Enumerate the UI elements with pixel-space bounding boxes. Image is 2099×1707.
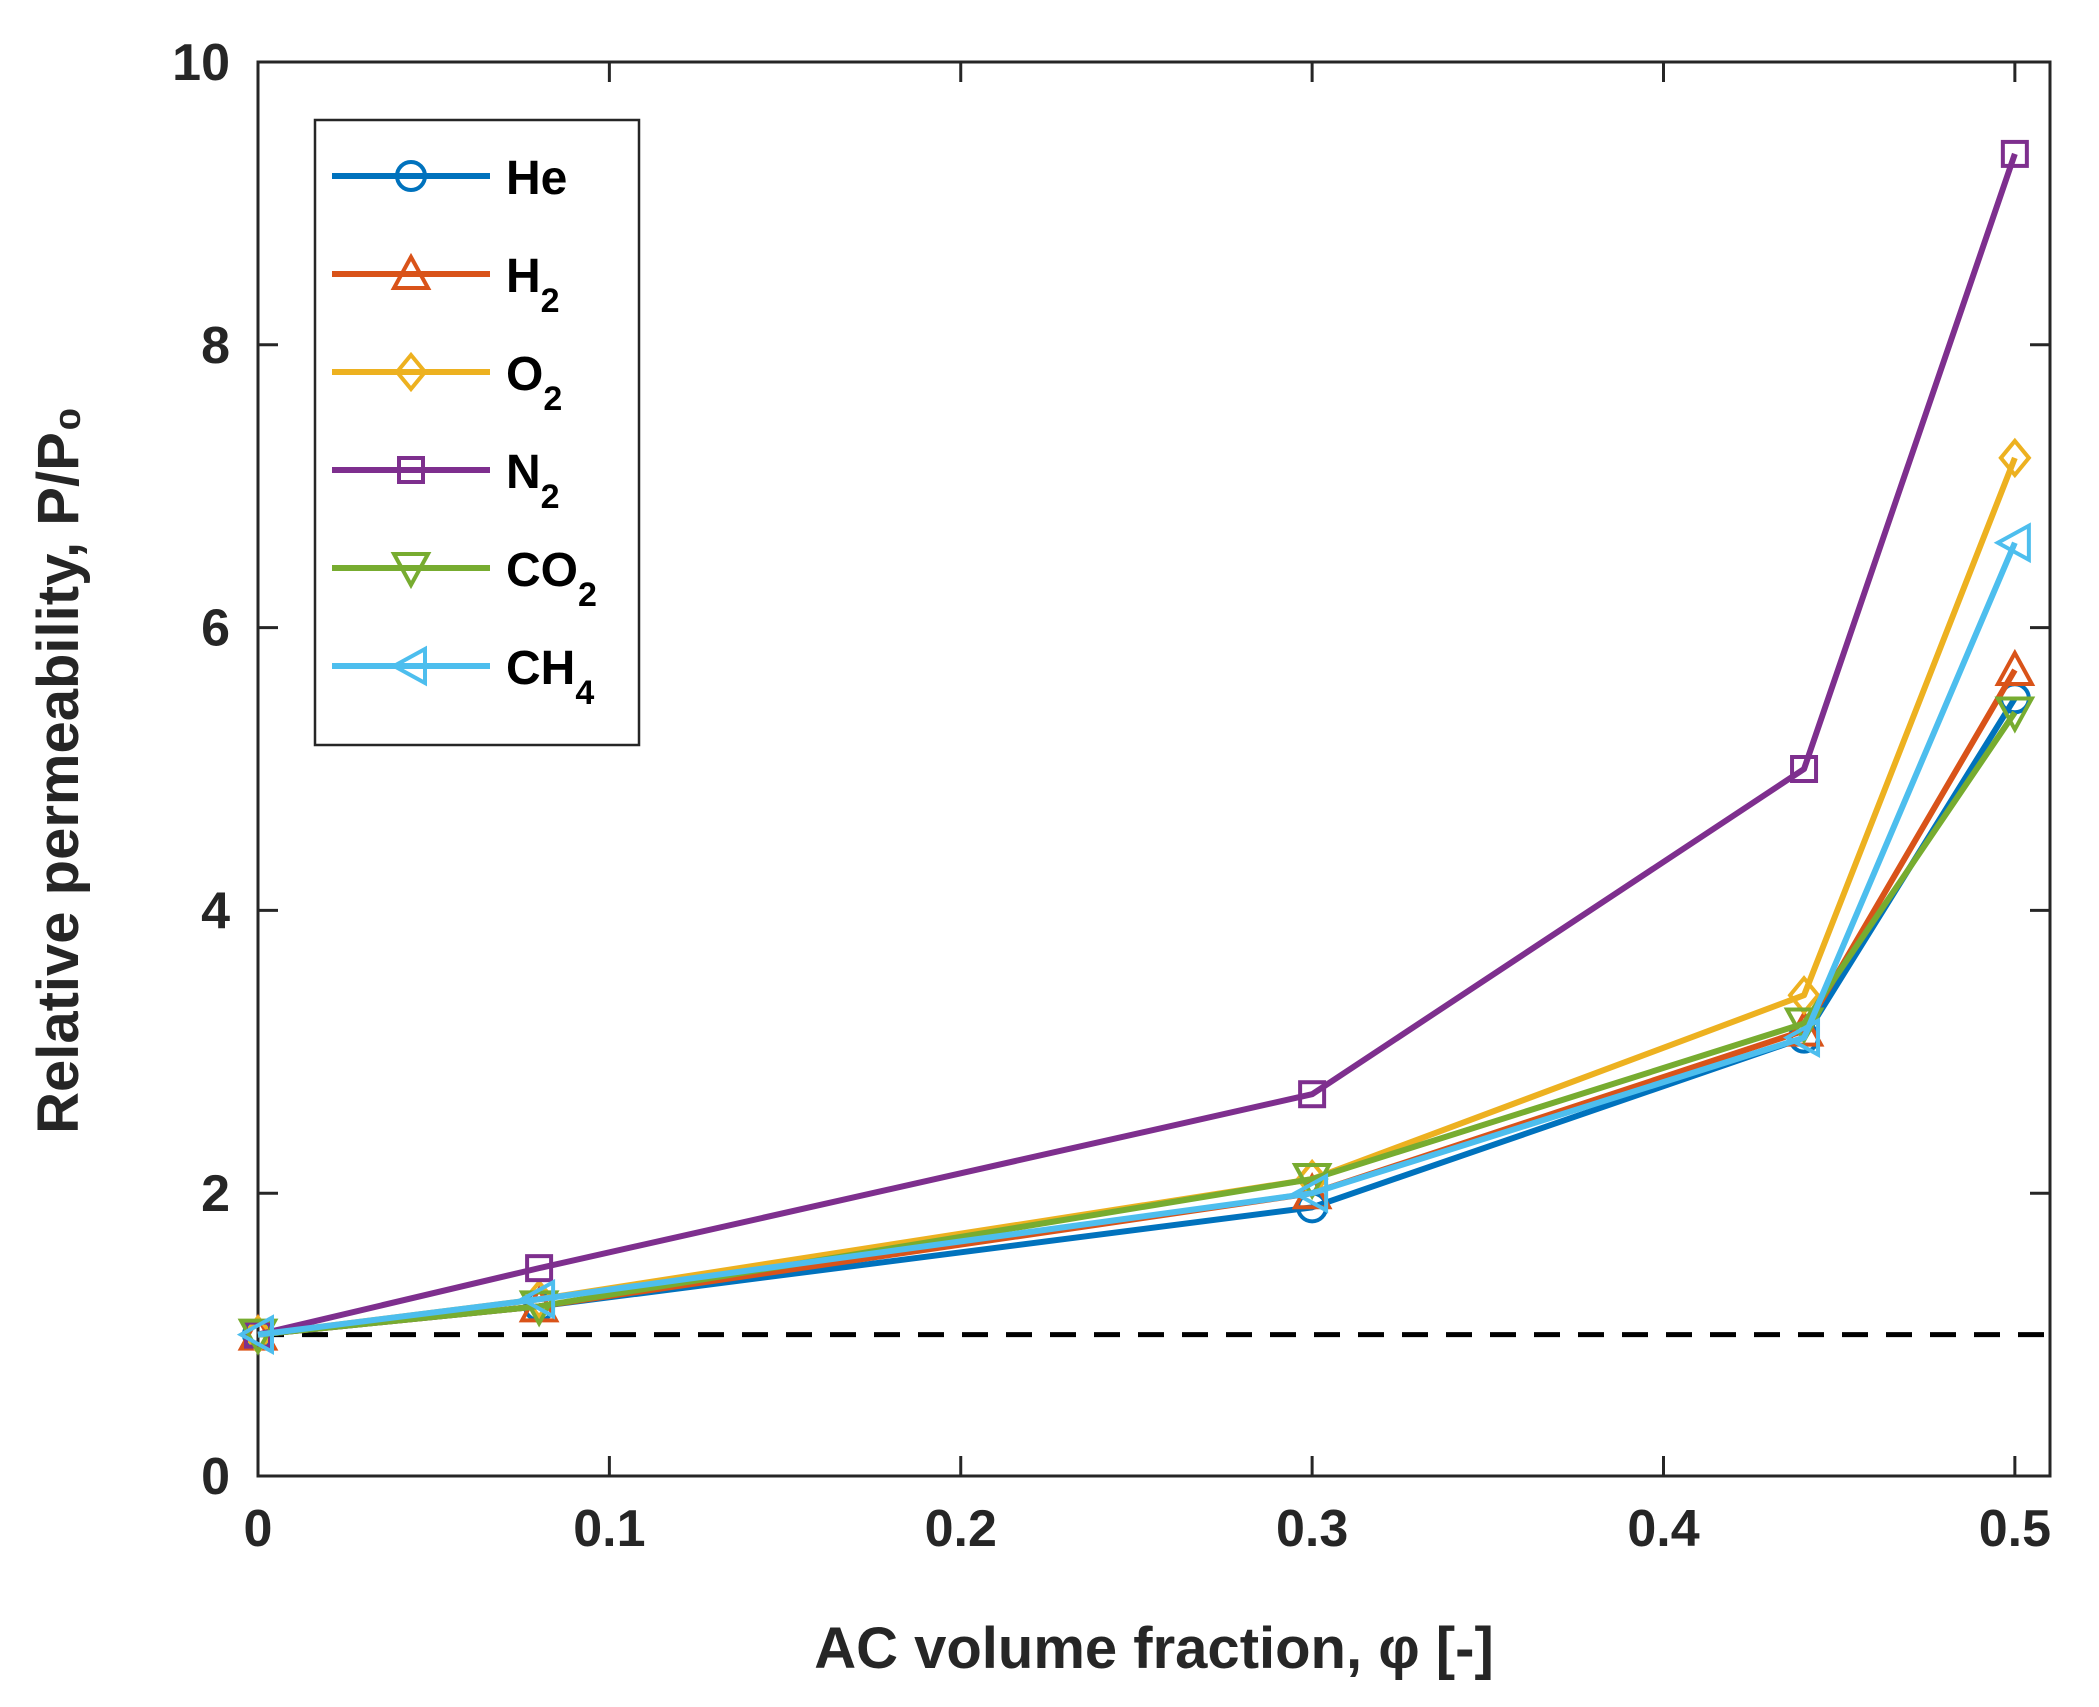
data-point [1993, 522, 2031, 564]
data-point [1298, 1080, 1327, 1109]
y-axis-title: Relative permeability, P/P₀ [26, 406, 91, 1134]
x-tick-label: 0 [244, 1500, 273, 1558]
data-point [518, 1290, 560, 1328]
data-point [525, 1254, 554, 1283]
y-tick-label: 8 [201, 317, 230, 375]
y-tick-label: 2 [201, 1165, 230, 1223]
legend-swatch-marker [394, 351, 428, 393]
legend-swatch-marker [390, 552, 432, 590]
legend-item: He [332, 152, 567, 205]
y-tick-label: 0 [201, 1448, 230, 1506]
series-ch4 [236, 522, 2031, 1355]
legend-label: He [506, 152, 567, 205]
legend-swatch-marker [395, 160, 427, 192]
legend-box [313, 118, 641, 747]
data-point [517, 1278, 556, 1320]
x-tick-label: 0.5 [1979, 1500, 2051, 1558]
legend-swatch-marker [397, 456, 425, 484]
series-line [257, 710, 2018, 1338]
data-point [1782, 1017, 1821, 1059]
x-axis-title: AC volume fraction, φ [-] [814, 1616, 1494, 1681]
data-point [1290, 1172, 1329, 1214]
data-point [1994, 648, 2036, 687]
tick-layer: 0 0.1 0.2 0.3 0.4 0.5 0 2 4 6 8 10 [172, 34, 2051, 1558]
x-tick-label: 0.3 [1276, 1500, 1348, 1558]
x-tick-label: 0.4 [1627, 1500, 1699, 1558]
series-line [257, 152, 2018, 1338]
series-co2 [237, 696, 2036, 1356]
data-point [1998, 437, 2032, 479]
data-point [1787, 975, 1821, 1016]
legend-swatch-marker [390, 252, 432, 290]
series-line [257, 541, 2018, 1338]
y-tick-label: 6 [201, 600, 230, 658]
y-tick-label: 4 [201, 882, 230, 940]
x-tick-label: 0.2 [925, 1500, 997, 1558]
y-tick-label: 10 [172, 34, 230, 92]
x-tick-label: 0.1 [573, 1500, 645, 1558]
data-point [236, 1314, 274, 1355]
series-layer [236, 139, 2036, 1356]
legend-swatch-marker [389, 645, 427, 687]
data-point [2000, 139, 2029, 168]
data-point [1790, 755, 1819, 783]
data-point [1994, 696, 2036, 734]
